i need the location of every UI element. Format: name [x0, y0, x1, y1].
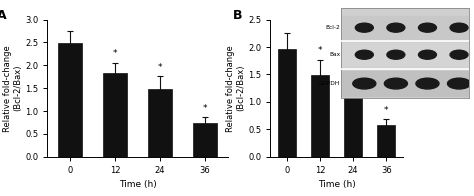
Bar — [57, 43, 82, 157]
Text: Bax: Bax — [329, 52, 340, 57]
Ellipse shape — [384, 78, 407, 89]
Text: *: * — [351, 68, 356, 77]
Text: *: * — [203, 104, 207, 113]
X-axis label: Time (h): Time (h) — [318, 180, 356, 189]
Bar — [344, 94, 362, 157]
Ellipse shape — [450, 50, 468, 59]
Text: GAPDH: GAPDH — [319, 81, 340, 86]
Bar — [102, 73, 128, 157]
Ellipse shape — [419, 23, 437, 32]
Ellipse shape — [447, 78, 471, 89]
Text: Bcl-2: Bcl-2 — [325, 25, 340, 30]
Bar — [147, 89, 173, 157]
Text: B: B — [233, 9, 243, 22]
Bar — [278, 49, 296, 157]
Text: A: A — [0, 9, 7, 22]
Ellipse shape — [353, 78, 376, 89]
Text: *: * — [318, 46, 322, 55]
Text: *: * — [384, 106, 389, 115]
Text: *: * — [113, 49, 117, 58]
Bar — [377, 125, 395, 157]
Ellipse shape — [419, 50, 437, 59]
Ellipse shape — [356, 50, 373, 59]
Bar — [311, 75, 329, 157]
FancyBboxPatch shape — [341, 43, 469, 66]
Ellipse shape — [387, 23, 405, 32]
Y-axis label: Relative fold-change
(Bcl-2/Bax): Relative fold-change (Bcl-2/Bax) — [3, 45, 22, 132]
X-axis label: Time (h): Time (h) — [118, 180, 156, 189]
Ellipse shape — [387, 50, 405, 59]
FancyBboxPatch shape — [341, 71, 469, 96]
Ellipse shape — [450, 23, 468, 32]
Y-axis label: Relative fold-change
(Bcl-2/Bax): Relative fold-change (Bcl-2/Bax) — [226, 45, 245, 132]
Ellipse shape — [416, 78, 439, 89]
Text: *: * — [158, 63, 162, 72]
Ellipse shape — [356, 23, 373, 32]
Bar — [192, 123, 218, 157]
FancyBboxPatch shape — [341, 16, 469, 39]
